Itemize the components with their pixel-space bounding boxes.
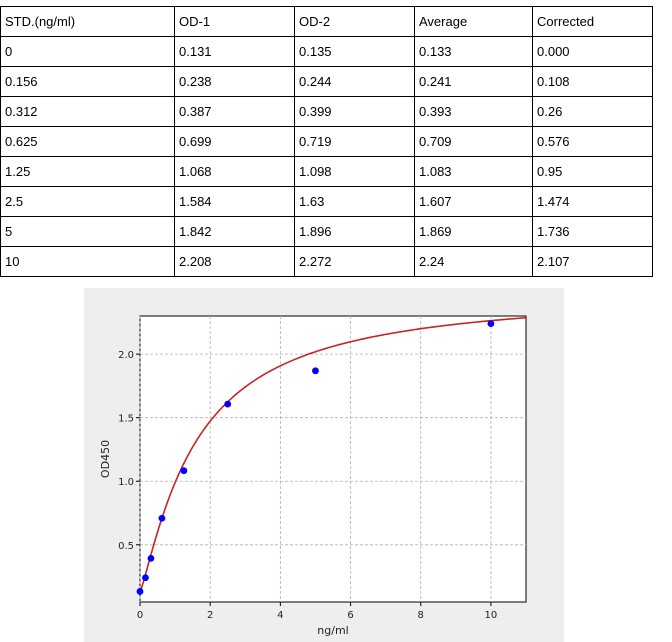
table-row: 10 2.208 2.272 2.24 2.107 xyxy=(0,246,653,277)
x-tick-label: 4 xyxy=(277,610,283,621)
cell-std: 0.312 xyxy=(0,96,175,127)
header-od1: OD-1 xyxy=(174,6,295,37)
cell-od1: 1.584 xyxy=(174,186,295,217)
cell-average: 2.24 xyxy=(414,246,533,277)
header-average: Average xyxy=(414,6,533,37)
table-header-row: STD.(ng/ml) OD-1 OD-2 Average Corrected xyxy=(0,6,653,37)
cell-od1: 0.238 xyxy=(174,66,295,97)
plot-area xyxy=(139,315,527,603)
cell-od2: 0.719 xyxy=(294,126,415,157)
cell-corrected: 0.95 xyxy=(532,156,653,187)
standard-curve-chart: 0 2 4 6 8 10 0.5 1.0 1.5 2.0 ng/ml OD450 xyxy=(84,288,564,642)
cell-average: 0.393 xyxy=(414,96,533,127)
table-row: 0.625 0.699 0.719 0.709 0.576 xyxy=(0,126,653,157)
y-tick-label: 0.5 xyxy=(118,541,134,552)
table-row: 0.312 0.387 0.399 0.393 0.26 xyxy=(0,96,653,127)
cell-od2: 2.272 xyxy=(294,246,415,277)
y-tick-label: 1.5 xyxy=(118,414,134,425)
y-axis-label: OD450 xyxy=(99,440,112,478)
cell-od2: 1.098 xyxy=(294,156,415,187)
cell-std: 0.156 xyxy=(0,66,175,97)
x-tick-label: 6 xyxy=(347,610,353,621)
cell-corrected: 1.474 xyxy=(532,186,653,217)
cell-average: 1.607 xyxy=(414,186,533,217)
cell-average: 0.133 xyxy=(414,36,533,67)
cell-corrected: 0.000 xyxy=(532,36,653,67)
x-tick-label: 10 xyxy=(485,610,498,621)
cell-std: 0 xyxy=(0,36,175,67)
table-row: 5 1.842 1.896 1.869 1.736 xyxy=(0,216,653,247)
cell-od2: 1.63 xyxy=(294,186,415,217)
table-row: 2.5 1.584 1.63 1.607 1.474 xyxy=(0,186,653,217)
cell-std: 5 xyxy=(0,216,175,247)
cell-std: 0.625 xyxy=(0,126,175,157)
cell-od2: 0.135 xyxy=(294,36,415,67)
cell-od1: 2.208 xyxy=(174,246,295,277)
table-row: 0.156 0.238 0.244 0.241 0.108 xyxy=(0,66,653,97)
x-tick-label: 8 xyxy=(418,610,424,621)
cell-od2: 0.399 xyxy=(294,96,415,127)
cell-corrected: 0.576 xyxy=(532,126,653,157)
standard-curve-table: STD.(ng/ml) OD-1 OD-2 Average Corrected … xyxy=(0,6,653,277)
data-point xyxy=(147,555,155,562)
data-point xyxy=(136,588,144,595)
cell-average: 0.241 xyxy=(414,66,533,97)
table-row: 1.25 1.068 1.098 1.083 0.95 xyxy=(0,156,653,187)
cell-od1: 1.842 xyxy=(174,216,295,247)
header-od2: OD-2 xyxy=(294,6,415,37)
x-tick-label: 0 xyxy=(137,610,143,621)
header-corrected: Corrected xyxy=(532,6,653,37)
cell-od2: 1.896 xyxy=(294,216,415,247)
data-point xyxy=(158,514,166,522)
header-std: STD.(ng/ml) xyxy=(0,6,175,37)
cell-od1: 0.387 xyxy=(174,96,295,127)
cell-std: 1.25 xyxy=(0,156,175,187)
data-point xyxy=(180,467,188,475)
data-point xyxy=(224,400,232,408)
cell-od1: 1.068 xyxy=(174,156,295,187)
cell-od2: 0.244 xyxy=(294,66,415,97)
cell-corrected: 2.107 xyxy=(532,246,653,277)
x-tick-label: 2 xyxy=(207,610,213,621)
table-row: 0 0.131 0.135 0.133 0.000 xyxy=(0,36,653,67)
cell-od1: 0.699 xyxy=(174,126,295,157)
chart-canvas: 0 2 4 6 8 10 0.5 1.0 1.5 2.0 ng/ml OD450 xyxy=(99,315,527,637)
data-point xyxy=(487,320,495,328)
fit-curve-line xyxy=(139,316,527,593)
cell-corrected: 0.108 xyxy=(532,66,653,97)
cell-corrected: 1.736 xyxy=(532,216,653,247)
cell-std: 10 xyxy=(0,246,175,277)
cell-average: 1.083 xyxy=(414,156,533,187)
data-point xyxy=(142,574,149,582)
cell-corrected: 0.26 xyxy=(532,96,653,127)
cell-average: 1.869 xyxy=(414,216,533,247)
cell-average: 0.709 xyxy=(414,126,533,157)
y-tick-label: 2.0 xyxy=(118,350,134,361)
data-point xyxy=(312,367,319,375)
x-axis-label: ng/ml xyxy=(317,624,348,637)
cell-od1: 0.131 xyxy=(174,36,295,67)
y-tick-label: 1.0 xyxy=(118,477,134,488)
cell-std: 2.5 xyxy=(0,186,175,217)
